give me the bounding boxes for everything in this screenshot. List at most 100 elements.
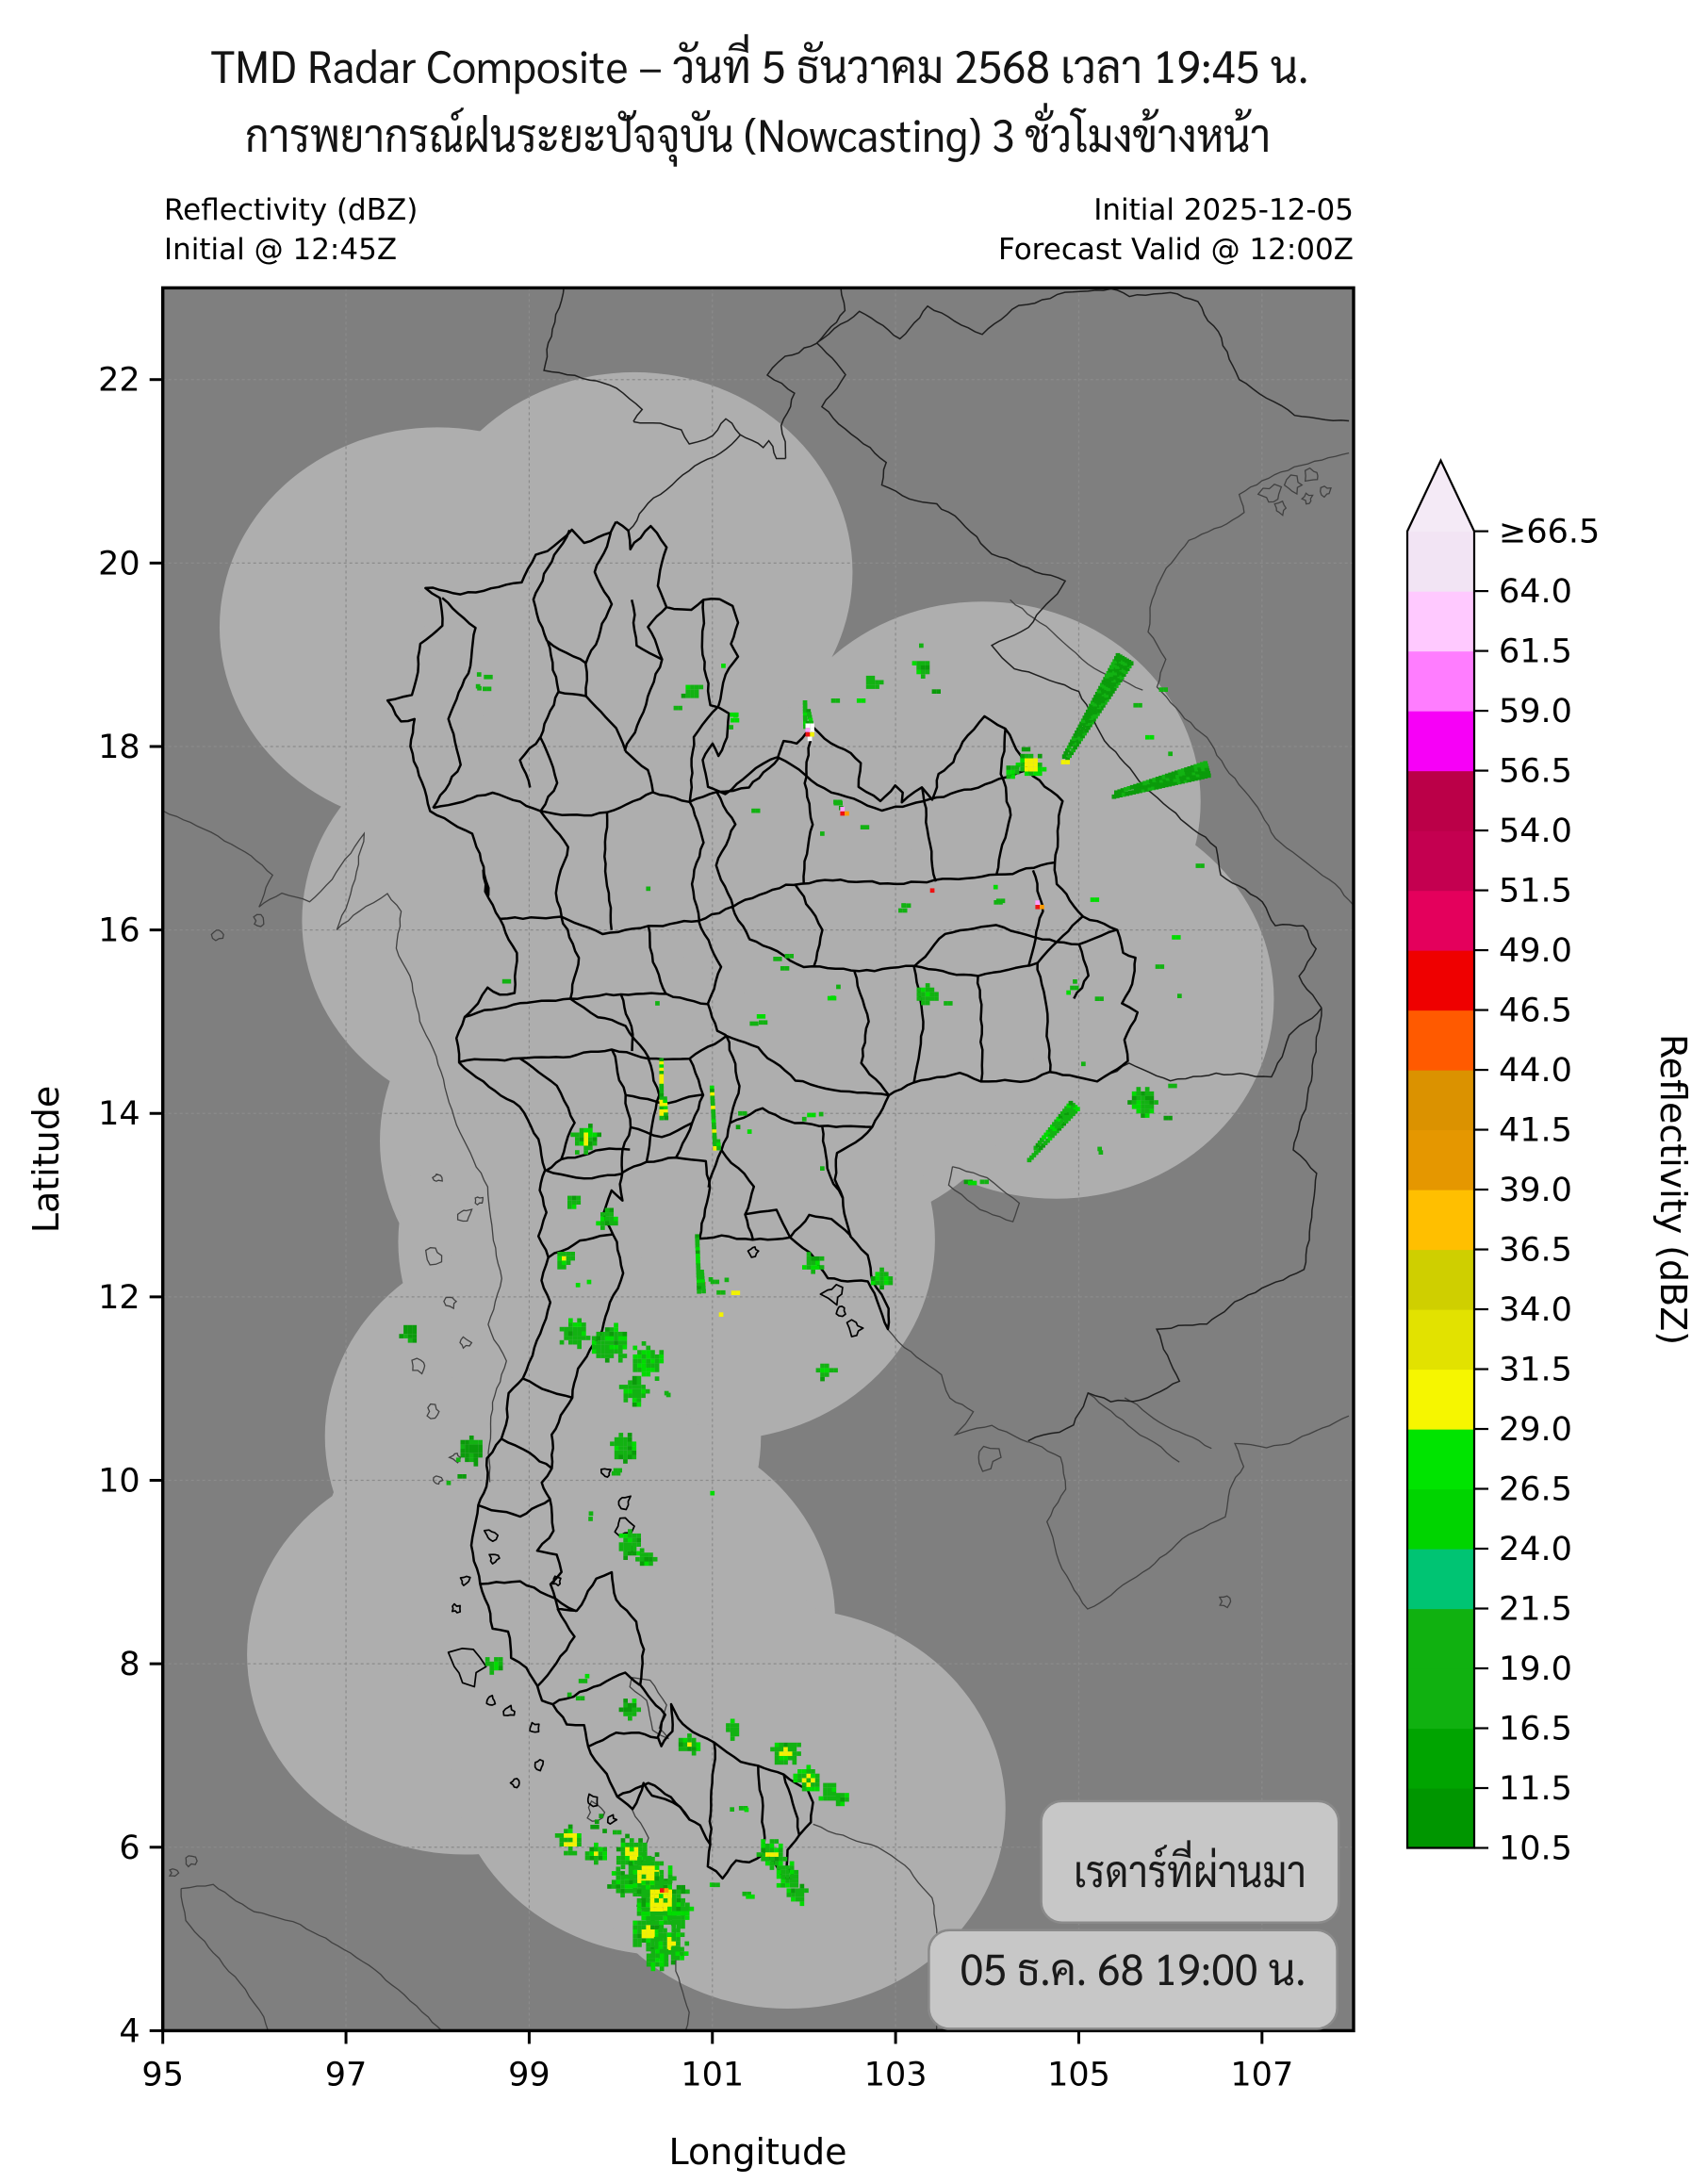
- echo-cell: [659, 1876, 664, 1881]
- echo-cell: [1175, 935, 1181, 940]
- echo-cell: [641, 1929, 647, 1934]
- echo-cell: [711, 1119, 716, 1124]
- badge-timestamp-glyphs: [961, 1954, 1304, 1986]
- echo-cell: [791, 1888, 796, 1894]
- echo-cell: [659, 1060, 665, 1066]
- note-initial-date: Initial 2025-12-05: [1093, 193, 1354, 227]
- echo-cell: [759, 1020, 764, 1026]
- echo-cell: [1202, 771, 1207, 777]
- echo-cell: [465, 1444, 469, 1450]
- echo-cell: [1144, 1095, 1150, 1101]
- province-border-line: [731, 906, 751, 940]
- echo-cell: [712, 1132, 717, 1138]
- echo-cell: [681, 1889, 685, 1895]
- echo-cell: [623, 1441, 628, 1447]
- echo-cell: [805, 728, 811, 732]
- echo-cell: [761, 1852, 765, 1857]
- echo-cell: [840, 1793, 846, 1797]
- echo-cell: [594, 1860, 599, 1865]
- echo-cell: [1145, 734, 1150, 740]
- echo-cell: [649, 1561, 653, 1567]
- echo-cell: [715, 1142, 721, 1147]
- echo-cell: [1136, 782, 1141, 788]
- echo-cell: [1085, 709, 1091, 714]
- echo-cell: [786, 1888, 792, 1894]
- echo-cell: [659, 1067, 665, 1073]
- echo-cell: [609, 1336, 615, 1341]
- echo-cell: [654, 1876, 659, 1881]
- echo-cell: [1031, 1153, 1037, 1157]
- echo-cell: [921, 992, 926, 997]
- coastline: [886, 1328, 1029, 1443]
- echo-cell: [827, 1787, 832, 1792]
- thailand-outline: [386, 520, 1140, 1880]
- thai-island-outline: [451, 1602, 462, 1614]
- echo-cell: [1063, 1119, 1069, 1124]
- echo-cell: [623, 1533, 628, 1538]
- echo-cell: [684, 1911, 690, 1916]
- echo-cell: [627, 1454, 632, 1460]
- echo-cell: [681, 1902, 685, 1907]
- echo-cell: [780, 1865, 786, 1870]
- echo-cell: [967, 1180, 973, 1186]
- echo-cell: [696, 1276, 701, 1281]
- province-border-line: [584, 695, 627, 752]
- echo-cell: [659, 1058, 665, 1063]
- echo-cell: [570, 1252, 575, 1256]
- echo-cell: [570, 1256, 575, 1261]
- echo-cell: [1179, 777, 1185, 781]
- echo-cell: [811, 1778, 815, 1783]
- colorbar-tick-label: 56.5: [1499, 753, 1572, 791]
- echo-cell: [802, 703, 808, 708]
- echo-cell: [681, 1911, 685, 1916]
- echo-cell: [685, 689, 691, 694]
- echo-cell: [1201, 766, 1207, 772]
- echo-cell: [632, 1398, 637, 1403]
- echo-cell: [1006, 774, 1011, 780]
- echo-cell: [1061, 1121, 1066, 1126]
- echo-cell: [568, 1331, 573, 1337]
- echo-cell: [618, 1446, 624, 1451]
- thai-island-outline: [509, 1778, 520, 1789]
- echo-cell: [465, 1439, 469, 1445]
- echo-cell: [1158, 687, 1164, 692]
- echo-cell: [483, 686, 487, 692]
- echo-cell: [1195, 772, 1201, 778]
- echo-cell: [399, 1334, 404, 1338]
- echo-cell: [663, 1108, 668, 1114]
- echo-cell: [588, 1132, 593, 1138]
- echo-cell: [620, 1884, 625, 1889]
- echo-cell: [1056, 1116, 1061, 1122]
- echo-cell: [1092, 705, 1096, 711]
- echo-cell: [1080, 726, 1086, 731]
- echo-cell: [730, 717, 735, 723]
- colorbar-segment: [1407, 950, 1474, 1011]
- echo-cell: [473, 1462, 479, 1467]
- echo-cell: [623, 1537, 628, 1543]
- echo-cell: [929, 996, 935, 1001]
- echo-cell: [628, 1715, 632, 1721]
- echo-cell: [675, 1946, 681, 1952]
- echo-cell: [1168, 772, 1173, 778]
- echo-cell: [699, 1275, 705, 1281]
- echo-cell: [814, 1782, 820, 1787]
- echo-cell: [716, 1145, 721, 1151]
- echo-cell: [632, 1699, 637, 1703]
- echo-cell: [1177, 769, 1183, 774]
- echo-cell: [721, 664, 726, 668]
- echo-cell: [671, 1915, 677, 1920]
- echo-cell: [1104, 693, 1109, 698]
- echo-cell: [1066, 745, 1072, 750]
- echo-cell: [659, 1902, 664, 1908]
- echo-cell: [676, 1932, 681, 1937]
- echo-cell: [777, 957, 782, 961]
- echo-cell: [1093, 698, 1099, 704]
- echo-cell: [879, 1285, 884, 1290]
- echo-cell: [711, 1112, 716, 1117]
- echo-cell: [1054, 1119, 1059, 1124]
- echo-cell: [1136, 1104, 1141, 1109]
- echo-cell: [823, 1796, 828, 1801]
- echo-cell: [650, 1953, 656, 1959]
- echo-cell: [708, 1277, 714, 1282]
- echo-cell: [1076, 1107, 1080, 1111]
